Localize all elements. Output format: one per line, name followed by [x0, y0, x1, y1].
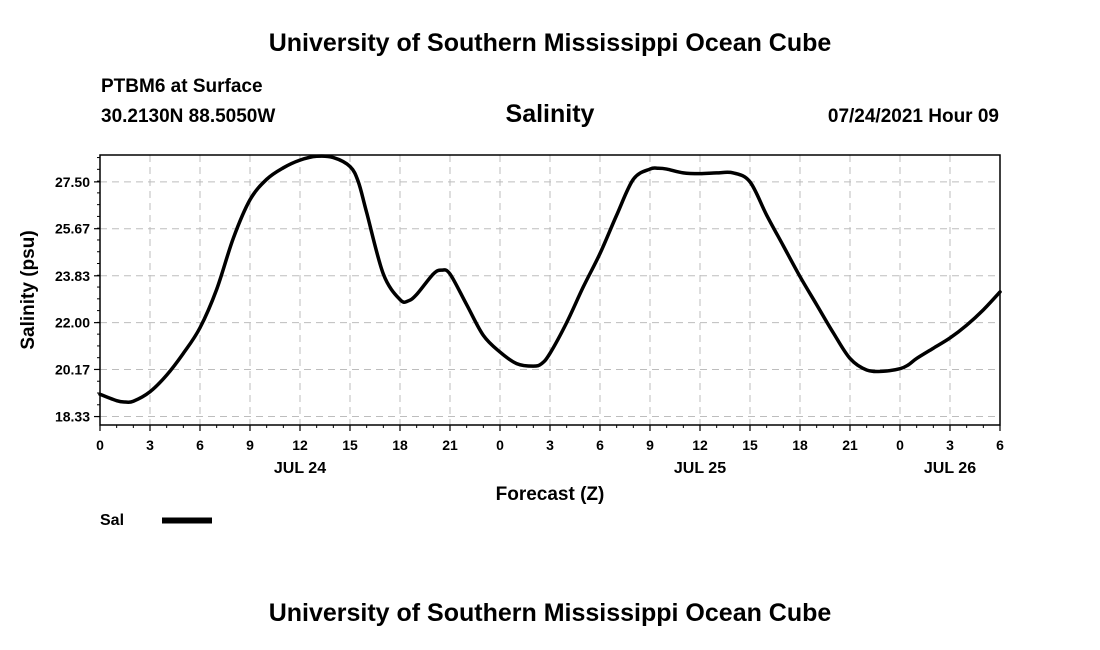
legend-label: Sal — [100, 512, 124, 529]
x-tick-label: 0 — [496, 437, 504, 453]
chart-title: Salinity — [505, 100, 595, 128]
date-labels: JUL 24 JUL 25 JUL 26 — [274, 460, 976, 477]
date-label: JUL 24 — [274, 460, 326, 477]
x-tick-label: 18 — [392, 437, 408, 453]
x-tick-label: 3 — [546, 437, 554, 453]
series-line-sal — [98, 154, 1002, 405]
x-tick-labels: 0 3 6 9 12 15 18 21 0 3 6 9 12 15 18 21 0 3 6 — [96, 437, 1004, 453]
date-label: JUL 25 — [674, 460, 726, 477]
x-tick-label: 21 — [442, 437, 458, 453]
y-tick-label: 25.67 — [55, 221, 90, 237]
y-tick-labels: 18.33 20.17 22.00 23.83 25.67 27.50 — [55, 174, 90, 425]
bottom-title: University of Southern Mississippi Ocean… — [268, 599, 832, 627]
x-tick-label: 15 — [342, 437, 358, 453]
x-tick-label: 12 — [292, 437, 308, 453]
station-coordinates: 30.2130N 88.5050W — [101, 106, 276, 127]
x-tick-label: 15 — [742, 437, 758, 453]
x-tick-label: 6 — [596, 437, 604, 453]
station-name: PTBM6 at Surface — [101, 76, 263, 97]
axis-ticks — [94, 157, 1001, 431]
grid-lines — [100, 155, 1000, 425]
x-tick-label: 0 — [96, 437, 104, 453]
x-tick-label: 3 — [946, 437, 954, 453]
y-tick-label: 23.83 — [55, 268, 90, 284]
plot-frame — [99, 154, 1001, 426]
y-tick-label: 18.33 — [55, 409, 90, 425]
x-tick-label: 0 — [896, 437, 904, 453]
x-tick-label: 9 — [646, 437, 654, 453]
x-tick-label: 3 — [146, 437, 154, 453]
y-tick-label: 22.00 — [55, 315, 90, 331]
y-axis-label: Salinity (psu) — [18, 230, 39, 349]
x-tick-label: 9 — [246, 437, 254, 453]
x-tick-label: 18 — [792, 437, 808, 453]
x-axis-label: Forecast (Z) — [496, 484, 605, 505]
date-label: JUL 26 — [924, 460, 976, 477]
y-tick-label: 27.50 — [55, 174, 90, 190]
x-tick-label: 6 — [196, 437, 204, 453]
top-title: University of Southern Mississippi Ocean… — [268, 29, 832, 57]
forecast-datetime: 07/24/2021 Hour 09 — [827, 106, 999, 127]
y-tick-label: 20.17 — [55, 361, 90, 377]
x-tick-label: 12 — [692, 437, 708, 453]
x-tick-label: 21 — [842, 437, 858, 453]
x-tick-label: 6 — [996, 437, 1004, 453]
